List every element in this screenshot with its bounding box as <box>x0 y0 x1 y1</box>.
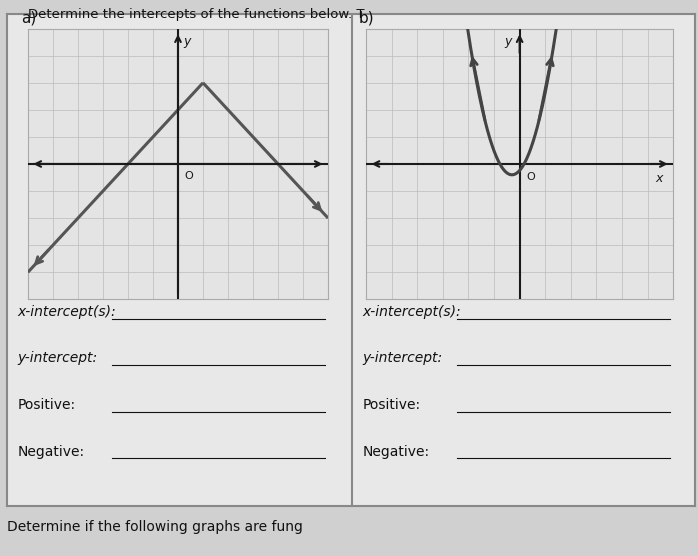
Text: b): b) <box>359 11 375 26</box>
Text: y-intercept:: y-intercept: <box>362 351 443 365</box>
Text: x: x <box>655 172 662 185</box>
Text: x-intercept(s):: x-intercept(s): <box>362 305 461 319</box>
Text: y-intercept:: y-intercept: <box>17 351 98 365</box>
Text: y: y <box>183 35 191 48</box>
Text: y: y <box>504 35 512 48</box>
Text: Determine the intercepts of the functions below. T: Determine the intercepts of the function… <box>28 8 364 21</box>
Text: Negative:: Negative: <box>362 445 430 459</box>
Text: x-intercept(s):: x-intercept(s): <box>17 305 116 319</box>
Text: O: O <box>184 171 193 181</box>
Text: Positive:: Positive: <box>362 398 421 412</box>
Text: Positive:: Positive: <box>17 398 75 412</box>
Text: O: O <box>526 172 535 182</box>
Text: Negative:: Negative: <box>17 445 84 459</box>
Text: a): a) <box>21 11 36 26</box>
Text: Determine if the following graphs are fung: Determine if the following graphs are fu… <box>7 520 303 534</box>
